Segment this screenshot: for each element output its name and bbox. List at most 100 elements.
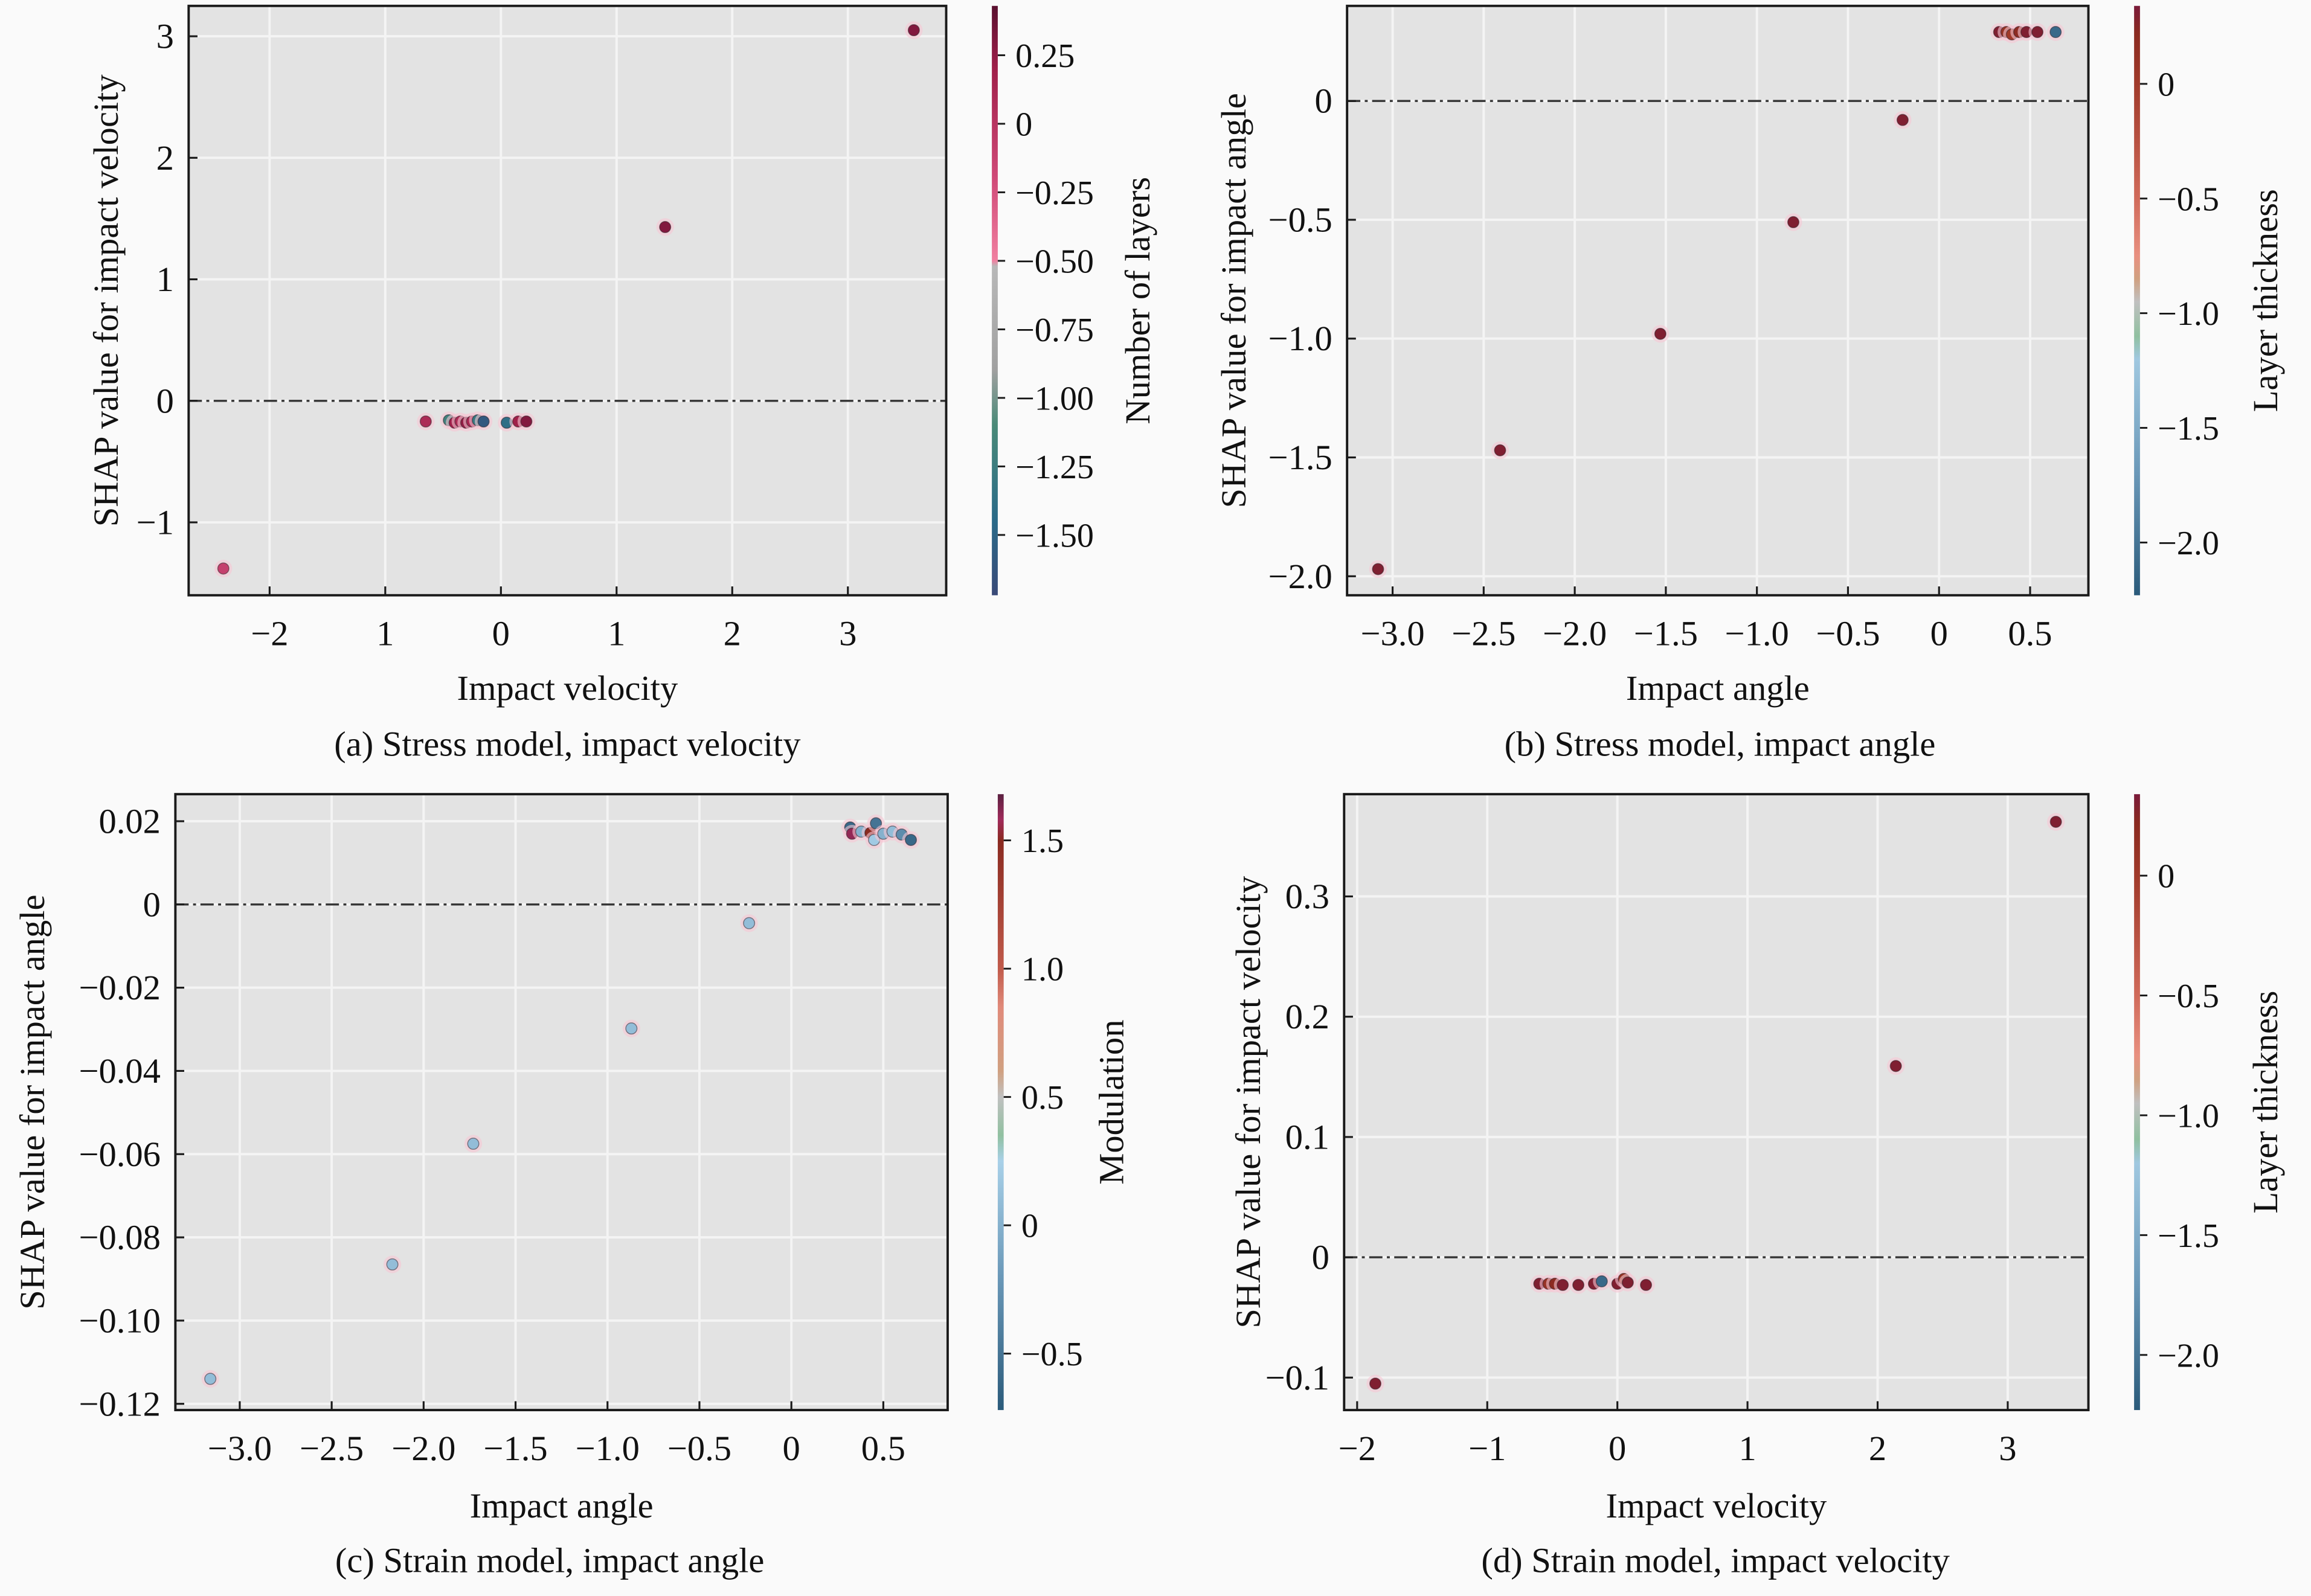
y-tick-label: 0.02 <box>98 801 160 841</box>
colorbar-tick-label: 1.5 <box>1021 822 1064 860</box>
x-axis-label: Impact velocity <box>457 668 679 708</box>
colorbar-tick-label: 0.25 <box>1015 37 1075 75</box>
x-tick-label: −0.5 <box>1816 614 1880 653</box>
y-tick-label: −2.0 <box>1268 557 1332 596</box>
plot-area <box>188 5 947 595</box>
x-tick-label: 2 <box>1869 1429 1886 1468</box>
x-tick-label: 1 <box>608 614 625 653</box>
y-tick-label: −0.12 <box>79 1384 160 1423</box>
x-tick-label: −2 <box>1339 1429 1376 1468</box>
x-axis-label: Impact velocity <box>1605 1486 1827 1525</box>
x-tick-label: −2 <box>251 614 288 653</box>
panel-a-caption: (a) Stress model, impact velocity <box>334 725 801 764</box>
y-axis-label: SHAP value for impact velocity <box>86 74 126 527</box>
colorbar-tick-label: 0 <box>1015 106 1032 143</box>
colorbar-tick-label: −1.25 <box>1015 449 1094 486</box>
colorbar-tick-label: 0.5 <box>1021 1079 1064 1117</box>
colorbar-tick-label: −1.00 <box>1015 380 1094 417</box>
panel-b-caption: (b) Stress model, impact angle <box>1505 725 1936 764</box>
y-tick-label: 0.3 <box>1285 877 1329 916</box>
data-point <box>905 833 918 846</box>
y-tick-label: 0 <box>143 885 161 924</box>
colorbar <box>992 5 998 595</box>
data-point <box>467 1138 480 1150</box>
x-tick-label: 2 <box>724 614 741 653</box>
x-tick-label: 3 <box>1999 1429 2016 1468</box>
y-tick-label: 2 <box>156 138 174 178</box>
y-tick-label: −0.5 <box>1268 200 1332 239</box>
y-tick-label: −0.06 <box>79 1135 160 1174</box>
x-tick-label: 0 <box>783 1429 800 1468</box>
data-point <box>907 24 920 37</box>
panel-d-caption: (d) Strain model, impact velocity <box>1481 1540 1950 1580</box>
y-axis-label: SHAP value for impact velocity <box>1229 876 1268 1328</box>
y-tick-label: 1 <box>156 260 174 299</box>
colorbar-tick-label: 0 <box>2158 858 2174 896</box>
colorbar-tick-label: −0.5 <box>1021 1336 1083 1373</box>
x-tick-label: −1.0 <box>576 1429 640 1468</box>
x-tick-label: 3 <box>839 614 857 653</box>
data-point <box>520 415 533 428</box>
colorbar-tick-label: −1.50 <box>1015 517 1094 554</box>
y-tick-label: −1.5 <box>1268 438 1332 477</box>
y-tick-label: 0.2 <box>1285 997 1329 1036</box>
data-point <box>1494 444 1506 457</box>
data-point <box>386 1258 399 1271</box>
y-tick-label: −0.04 <box>79 1051 160 1091</box>
colorbar <box>2134 794 2140 1411</box>
axes-frame <box>1343 793 2090 1412</box>
x-tick-label: −1 <box>1468 1429 1506 1468</box>
x-tick-label: −2.0 <box>391 1429 455 1468</box>
colorbar-tick-label: 0 <box>2158 66 2174 103</box>
axes-frame <box>174 793 949 1412</box>
colorbar-tick-label: 0 <box>1021 1208 1038 1245</box>
colorbar-label: Layer thickness <box>2246 991 2285 1214</box>
x-tick-label: 0 <box>492 614 510 653</box>
colorbar-tick-label: −1.5 <box>2158 410 2219 447</box>
x-tick-label: −3.0 <box>1360 614 1424 653</box>
panel-d: −2 −1 0 1 2 3 −0.1 0 0.1 0.2 0.3 Impact velocity SHA… <box>1229 793 2285 1525</box>
x-tick-label: −2.0 <box>1543 614 1607 653</box>
colorbar-label: Layer thickness <box>2246 189 2285 412</box>
y-axis-label: SHAP value for impact angle <box>13 895 52 1310</box>
panel-c: −3.0 −2.5 −2.0 −1.5 −1.0 −0.5 0 0.5 −0.12 −0.10 −0… <box>13 793 1131 1525</box>
data-point <box>2049 815 2062 828</box>
colorbar-label: Modulation <box>1091 1020 1131 1185</box>
data-point <box>1572 1278 1585 1291</box>
x-tick-label: −3.0 <box>208 1429 272 1468</box>
colorbar-tick-label: −0.75 <box>1015 312 1094 349</box>
colorbar-tick-label: 1.0 <box>1021 951 1064 989</box>
data-point <box>204 1373 217 1385</box>
plot-area <box>175 794 948 1411</box>
data-point <box>625 1022 638 1035</box>
data-point <box>1654 327 1667 340</box>
colorbar-tick-label: −0.50 <box>1015 243 1094 280</box>
y-tick-label: 0 <box>156 381 174 420</box>
colorbar-tick-label: −2.0 <box>2158 525 2219 562</box>
x-tick-label: −1.5 <box>1634 614 1698 653</box>
axes-frame <box>1346 4 2090 597</box>
data-point <box>419 415 432 428</box>
colorbar-tick-label: −1.5 <box>2158 1217 2219 1255</box>
x-tick-label: 1 <box>1738 1429 1756 1468</box>
y-tick-label: −0.02 <box>79 968 160 1007</box>
data-point <box>743 917 756 929</box>
data-point <box>1621 1276 1634 1289</box>
data-point <box>2031 26 2044 39</box>
data-point <box>1369 1377 1381 1390</box>
x-tick-label: 0 <box>1609 1429 1626 1468</box>
y-tick-label: −0.10 <box>79 1301 160 1340</box>
data-point <box>1595 1275 1608 1287</box>
colorbar-tick-label: −1.0 <box>2158 1097 2219 1135</box>
data-point <box>1557 1278 1569 1291</box>
y-tick-label: −1.0 <box>1268 319 1332 358</box>
x-tick-label: 0 <box>1930 614 1948 653</box>
data-point <box>1372 563 1384 575</box>
x-tick-label: 1 <box>376 614 394 653</box>
x-tick-label: −2.5 <box>1451 614 1515 653</box>
colorbar-tick-label: −2.0 <box>2158 1337 2219 1374</box>
panel-a: −2 1 0 1 2 3 −1 0 1 2 3 Impact velocity SHAP value f… <box>86 4 1157 708</box>
x-tick-label: −2.5 <box>300 1429 364 1468</box>
x-tick-label: −0.5 <box>667 1429 731 1468</box>
